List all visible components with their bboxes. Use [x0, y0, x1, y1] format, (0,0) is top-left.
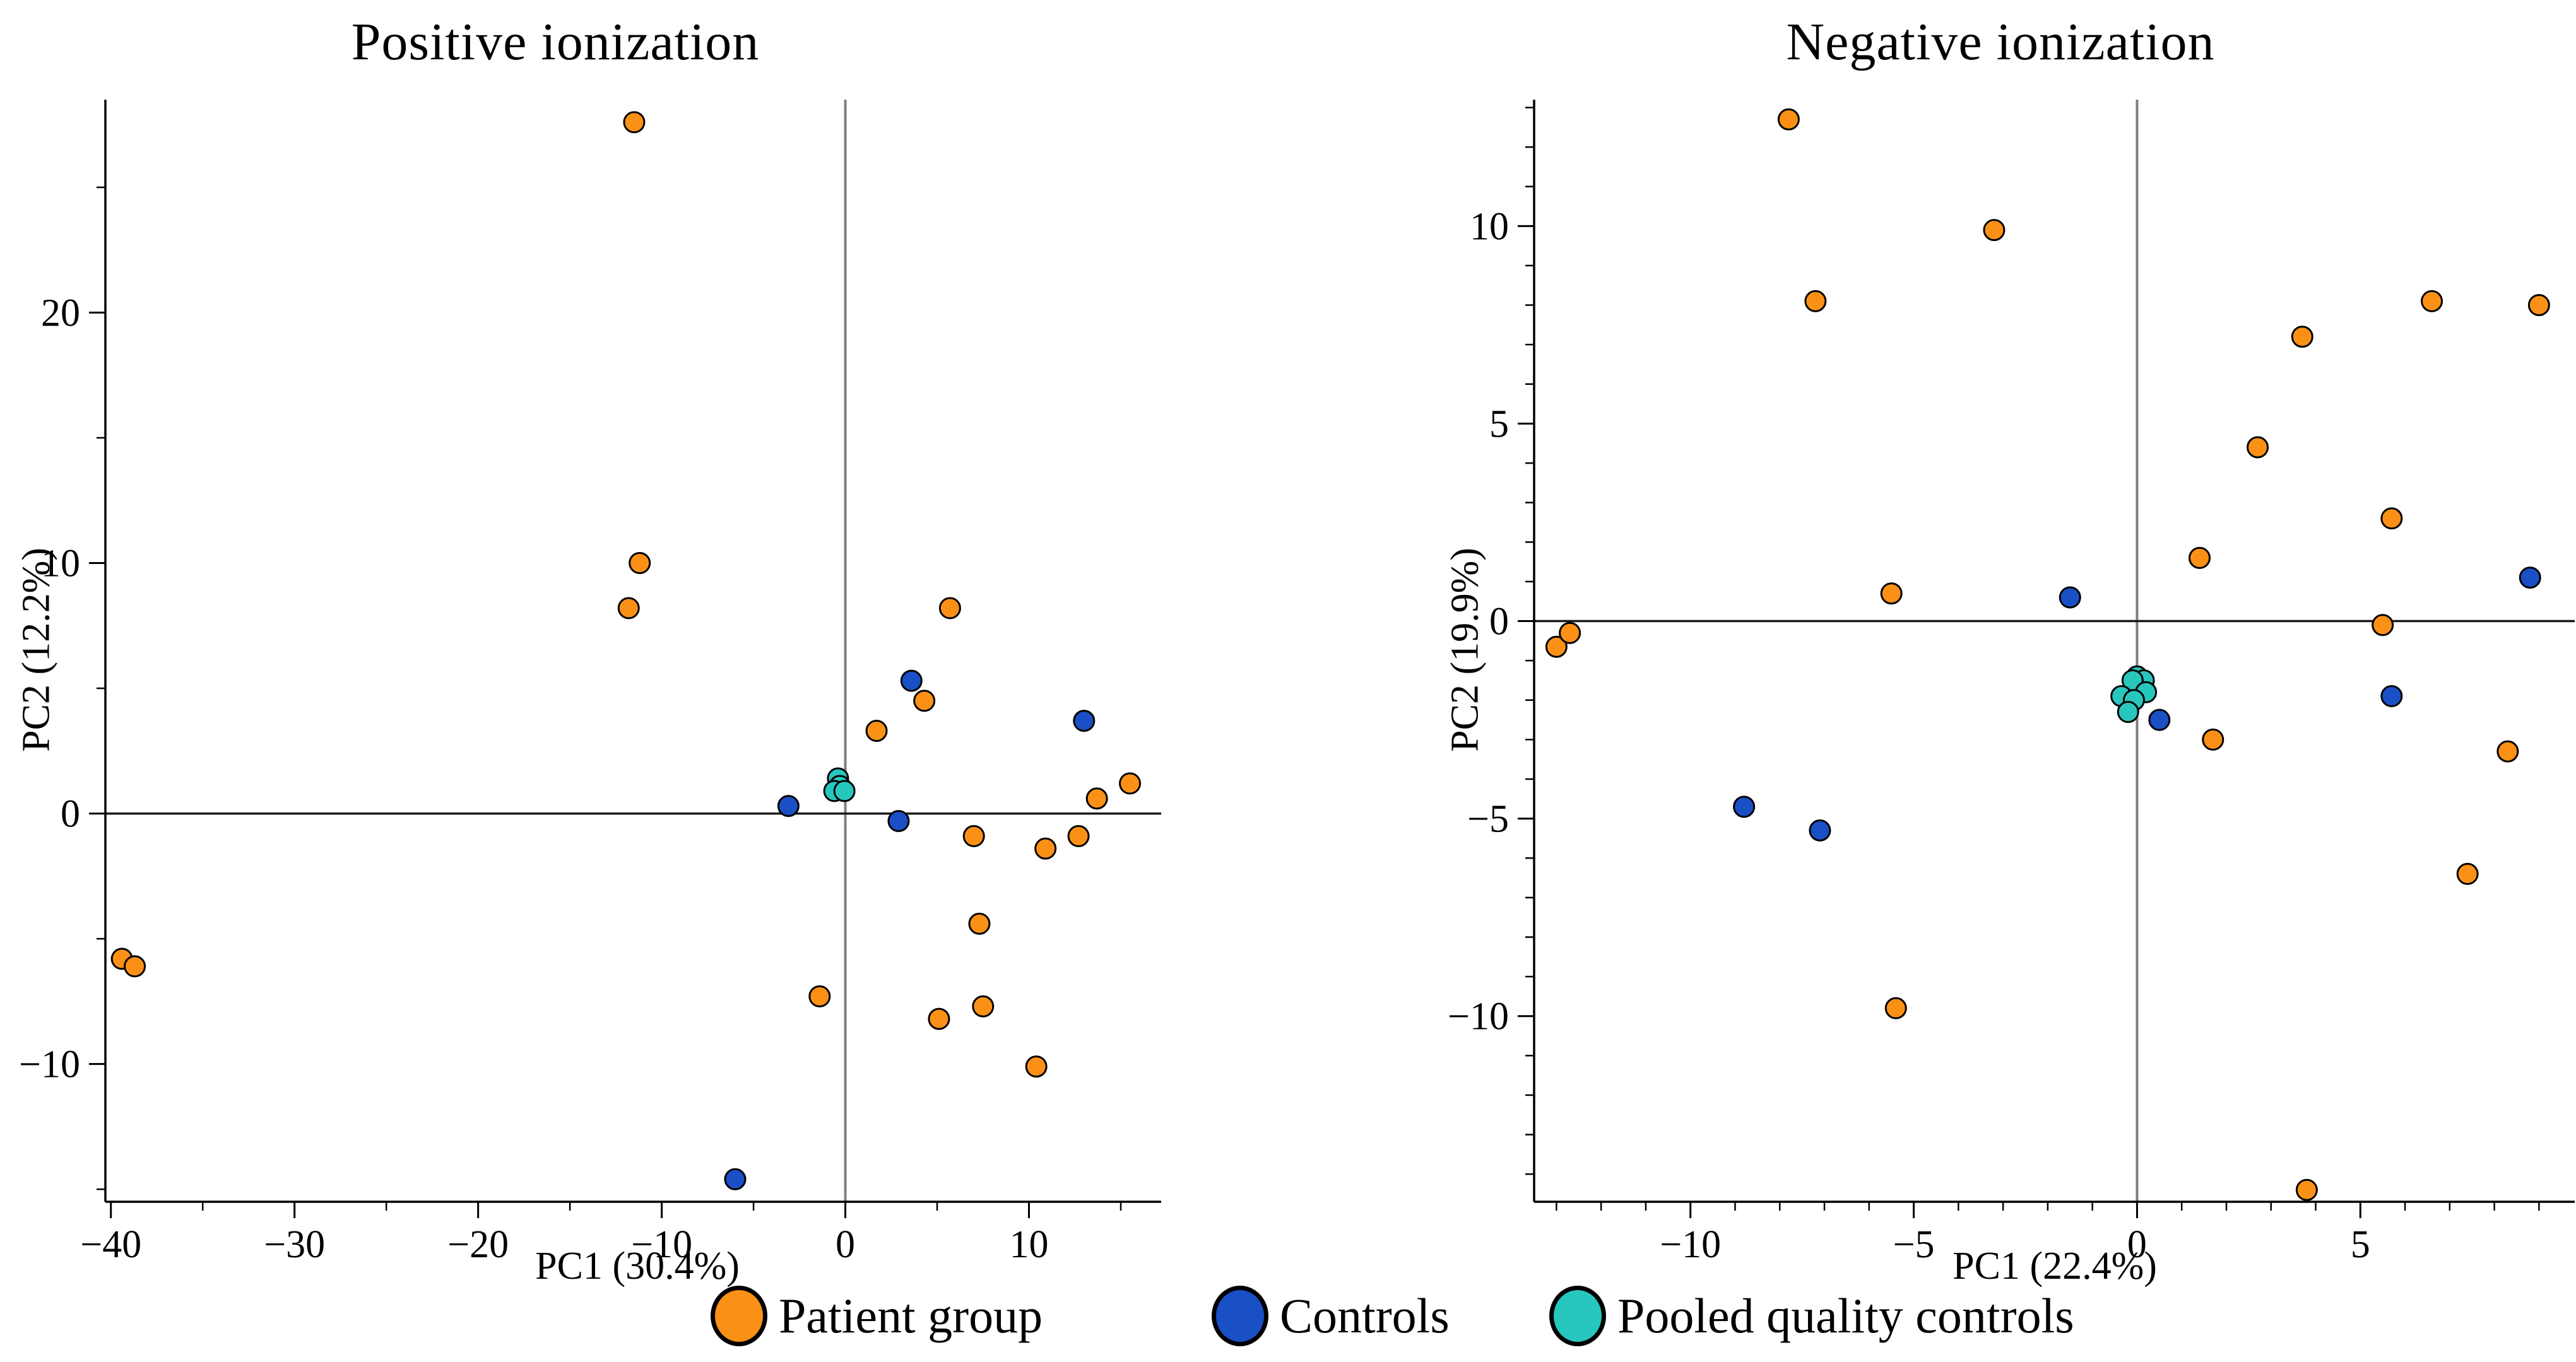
data-point	[1085, 787, 1108, 810]
data-point	[2291, 326, 2313, 348]
data-point	[2496, 740, 2519, 763]
series-controls	[724, 669, 1096, 1190]
x-tick-label: 5	[2351, 1223, 2370, 1266]
data-point	[968, 912, 991, 935]
x-tick-label: −40	[80, 1223, 141, 1266]
data-point	[777, 795, 800, 818]
data-point	[808, 985, 831, 1007]
y-tick-label: −5	[1467, 798, 1509, 841]
data-point	[1733, 795, 1756, 818]
data-point	[1034, 837, 1057, 860]
data-point	[865, 720, 888, 743]
data-point	[1073, 710, 1096, 732]
data-point	[962, 825, 985, 847]
data-point	[2148, 708, 2171, 731]
data-point	[887, 809, 910, 832]
x-tick-label: 10	[1010, 1223, 1049, 1266]
data-point	[623, 111, 646, 134]
x-tick-label: −10	[631, 1223, 692, 1266]
x-axis-label-negative: PC1 (22.4%)	[1953, 1245, 2157, 1288]
pooled-qc-marker-icon	[1549, 1286, 1606, 1346]
y-tick-label: −10	[19, 1043, 80, 1086]
y-axis-label-positive: PC2 (12.2%)	[15, 548, 58, 752]
data-point	[928, 1007, 950, 1030]
data-point	[2456, 862, 2479, 885]
y-tick-label: 5	[1489, 402, 1509, 445]
x-tick-label: −5	[1893, 1223, 1935, 1266]
data-point	[2519, 567, 2541, 589]
x-axis-label-positive: PC1 (30.4%)	[535, 1245, 740, 1288]
data-point	[2372, 614, 2394, 637]
data-point	[1880, 582, 1903, 605]
series-controls	[1733, 567, 2541, 842]
data-point	[1804, 290, 1827, 312]
x-tick-label: −10	[1660, 1223, 1721, 1266]
data-point	[2189, 546, 2211, 569]
series-patient-group	[1545, 108, 2550, 1201]
x-tick-label: −30	[264, 1223, 325, 1266]
data-point	[2380, 507, 2403, 530]
x-tick-label: −20	[447, 1223, 509, 1266]
legend-item-controls: Controls	[1212, 1284, 1450, 1347]
data-point	[2202, 728, 2224, 751]
data-point	[1545, 635, 1568, 658]
data-point	[1067, 825, 1090, 847]
legend-label-patient-group: Patient group	[779, 1288, 1043, 1343]
series-pooled-quality-controls	[823, 767, 856, 802]
legend-label-controls: Controls	[1280, 1288, 1450, 1343]
data-point	[724, 1168, 747, 1190]
data-point	[938, 597, 961, 619]
data-point	[2527, 294, 2550, 317]
data-point	[1777, 108, 1800, 131]
y-tick-label: 10	[1470, 205, 1509, 248]
plot-title-positive: Positive ionization	[351, 13, 760, 71]
data-point	[1025, 1055, 1048, 1078]
y-tick-label: 0	[1489, 601, 1509, 643]
y-tick-label: −10	[1448, 995, 1509, 1038]
legend-label-pooled-qc: Pooled quality controls	[1617, 1288, 2074, 1343]
controls-marker-icon	[1212, 1286, 1268, 1346]
data-point	[124, 955, 146, 978]
data-point	[2247, 436, 2269, 459]
x-tick-label: 0	[836, 1223, 855, 1266]
x-tick-label: 0	[2127, 1223, 2147, 1266]
data-point	[1983, 219, 2006, 242]
series-pooled-quality-controls	[2110, 665, 2158, 724]
data-point	[913, 690, 936, 712]
plot-0: −40 −30 −20 −10 0 10 −10 0 10 20	[19, 100, 1161, 1266]
data-point	[833, 780, 856, 802]
y-tick-label: 0	[61, 793, 80, 836]
patient-group-marker-icon	[711, 1286, 767, 1346]
data-point	[1559, 621, 1581, 644]
data-point	[1809, 819, 1831, 842]
data-point	[629, 552, 651, 575]
y-axis-label-negative: PC2 (19.9%)	[1443, 548, 1487, 752]
data-point	[1884, 997, 1907, 1019]
data-point	[900, 669, 923, 692]
data-point	[2421, 290, 2443, 312]
data-point	[972, 995, 995, 1018]
data-point	[2295, 1178, 2318, 1201]
data-point	[2117, 701, 2139, 724]
y-tick-label: 20	[41, 291, 80, 334]
data-point	[617, 597, 640, 619]
data-point	[2059, 586, 2081, 609]
plot-title-negative: Negative ionization	[1786, 13, 2215, 71]
legend-item-pooled-qc: Pooled quality controls	[1549, 1284, 2074, 1347]
legend: Patient group Controls Pooled quality co…	[0, 1284, 2576, 1354]
legend-item-patient-group: Patient group	[711, 1284, 1043, 1347]
series-patient-group	[110, 111, 1142, 1078]
data-point	[1119, 772, 1142, 795]
data-point	[2380, 685, 2403, 708]
plot-1: −10 −5 0 5 −10 −5 0 5 10	[1448, 100, 2575, 1266]
y-tick-label: 10	[41, 543, 80, 585]
